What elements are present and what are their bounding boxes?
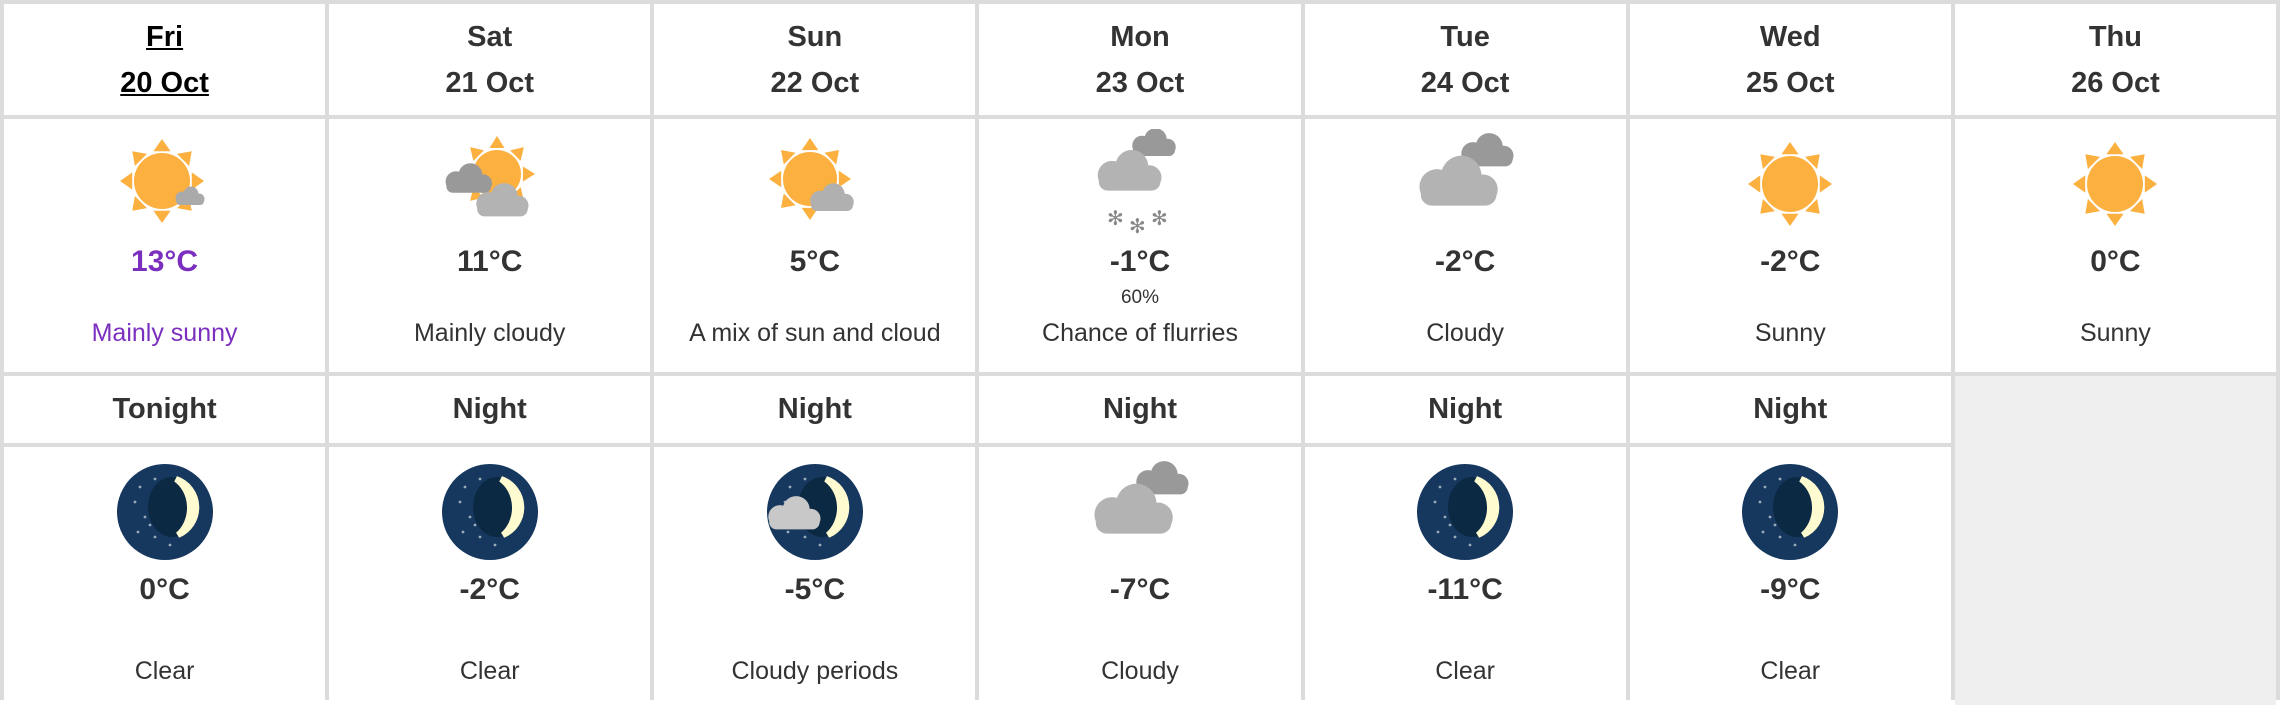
night-label: Night xyxy=(654,376,976,443)
night-temperature: 0°C xyxy=(139,573,190,606)
night-temperature: -2°C xyxy=(459,573,520,606)
day-date: 22 Oct xyxy=(770,66,860,99)
day-name: Mon xyxy=(1110,20,1170,53)
empty-cell xyxy=(1954,376,2276,705)
day-header-thu: Thu 26 Oct xyxy=(1954,4,2276,115)
day-condition: Mainly cloudy xyxy=(413,319,566,347)
day-condition: Cloudy xyxy=(1426,319,1505,347)
cloud-snow-icon: ✻ ✻ ✻ xyxy=(1097,129,1176,238)
night-label: Night xyxy=(329,376,651,443)
moon-cloud-icon xyxy=(766,464,863,560)
day-header-tue: Tue 24 Oct xyxy=(1304,4,1626,115)
night-label: Night xyxy=(979,376,1301,443)
night-temperature: -5°C xyxy=(784,573,846,606)
day-condition: A mix of sun and cloud xyxy=(689,319,941,347)
precip-probability: 60% xyxy=(1120,287,1159,308)
svg-text:✻: ✻ xyxy=(1151,206,1168,230)
day-name: Wed xyxy=(1759,20,1821,53)
day-name: Fri xyxy=(146,20,184,53)
day-condition: Mainly sunny xyxy=(91,319,238,347)
day-header-wed: Wed 25 Oct xyxy=(1629,4,1951,115)
day-forecast: -2°C Sunny xyxy=(1629,119,1951,372)
day-header-mon: Mon 23 Oct xyxy=(979,4,1301,115)
cloudy-icon xyxy=(1419,133,1514,206)
day-temperature: -1°C xyxy=(1109,245,1171,278)
day-temperature: 5°C xyxy=(789,245,841,278)
moon-clear-icon xyxy=(1742,464,1839,560)
sun-cloud-icon xyxy=(768,138,854,220)
night-temperature: -7°C xyxy=(1109,573,1171,606)
day-forecast: -2°C Cloudy xyxy=(1304,119,1626,372)
sun-behind-clouds-icon xyxy=(445,136,535,217)
night-label: Night xyxy=(1629,376,1951,443)
night-label: Tonight xyxy=(4,376,326,443)
sun-icon xyxy=(2073,142,2158,226)
night-condition: Cloudy xyxy=(1101,657,1179,685)
day-date: 23 Oct xyxy=(1095,66,1185,99)
day-name: Tue xyxy=(1440,20,1490,53)
day-forecast: ✻ ✻ ✻ -1°C 60% Chance of flurries xyxy=(979,119,1301,372)
night-condition: Clear xyxy=(459,657,520,685)
day-condition: Sunny xyxy=(2079,319,2151,347)
day-date: 25 Oct xyxy=(1745,66,1835,99)
day-header-sun: Sun 22 Oct xyxy=(654,4,976,115)
moon-clear-icon xyxy=(441,464,538,560)
night-label: Night xyxy=(1304,376,1626,443)
night-forecast: -7°C Cloudy xyxy=(979,447,1301,705)
sun-small-cloud-icon xyxy=(119,139,205,223)
day-temperature: 0°C xyxy=(2090,245,2141,278)
day-forecast: 11°C Mainly cloudy xyxy=(329,119,651,372)
day-date: 26 Oct xyxy=(2071,66,2160,99)
day-date: 20 Oct xyxy=(120,66,209,99)
day-temperature: 11°C xyxy=(457,245,523,278)
night-condition: Clear xyxy=(1435,657,1495,685)
day-name: Sun xyxy=(787,20,843,53)
day-temperature: -2°C xyxy=(1434,245,1496,278)
night-forecast: 0°C Clear xyxy=(4,447,326,705)
day-name: Thu xyxy=(2088,20,2142,53)
day-date: 24 Oct xyxy=(1420,66,1510,99)
night-condition: Clear xyxy=(1760,657,1821,685)
cloudy-icon xyxy=(1094,461,1189,534)
night-condition: Clear xyxy=(134,657,195,685)
night-forecast: -2°C Clear xyxy=(329,447,651,705)
night-condition: Cloudy periods xyxy=(731,657,899,685)
night-forecast: -5°C Cloudy periods xyxy=(654,447,976,705)
day-temperature: -2°C xyxy=(1760,245,1821,278)
day-condition: Chance of flurries xyxy=(1042,319,1238,347)
night-temperature: -9°C xyxy=(1760,573,1821,606)
day-header-fri[interactable]: Fri 20 Oct xyxy=(4,4,326,115)
day-temperature: 13°C xyxy=(131,245,199,278)
night-temperature: -11°C xyxy=(1427,573,1503,606)
day-forecast: 5°C A mix of sun and cloud xyxy=(654,119,976,372)
moon-clear-icon xyxy=(1417,464,1514,560)
day-date: 21 Oct xyxy=(445,66,535,99)
svg-text:✻: ✻ xyxy=(1129,214,1146,238)
night-forecast: -9°C Clear xyxy=(1629,447,1951,705)
day-name: Sat xyxy=(467,20,513,53)
day-forecast: 0°C Sunny xyxy=(1954,119,2276,372)
night-forecast: -11°C Clear xyxy=(1304,447,1626,705)
svg-text:✻: ✻ xyxy=(1107,206,1124,230)
day-condition: Sunny xyxy=(1754,319,1826,347)
day-header-sat: Sat 21 Oct xyxy=(329,4,651,115)
moon-clear-icon xyxy=(116,464,213,560)
sun-icon xyxy=(1748,142,1833,226)
day-forecast: 13°C Mainly sunny xyxy=(4,119,326,372)
